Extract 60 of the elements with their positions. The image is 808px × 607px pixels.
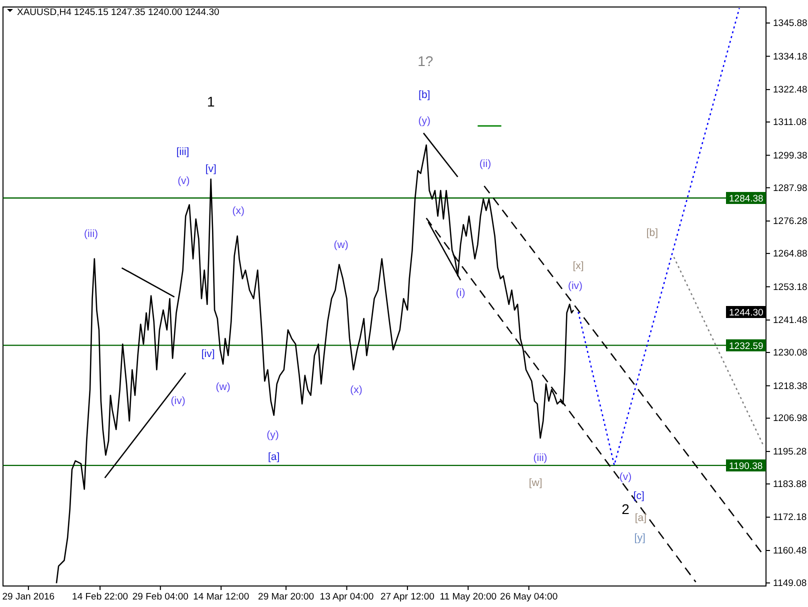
annotation: (iii) <box>84 228 98 240</box>
annotation: 1 <box>206 93 215 110</box>
annotation: (v) <box>178 174 190 187</box>
annotation: (iv) <box>568 280 583 292</box>
y-tick-label: 1345.88 <box>773 18 808 30</box>
chart-title: XAUUSD,H4 1245.15 1247.35 1240.00 1244.30 <box>17 7 220 18</box>
y-tick-label: 1218.38 <box>773 380 808 392</box>
x-tick-label: 29 Feb 04:00 <box>132 592 188 603</box>
annotation: 2 <box>622 501 630 518</box>
annotation: (v) <box>619 470 632 483</box>
y-tick-label: 1172.18 <box>773 512 807 524</box>
x-tick-label: 14 Mar 12:00 <box>193 592 250 603</box>
x-tick-label: 11 May 20:00 <box>440 592 497 603</box>
annotation: [a] <box>268 450 280 463</box>
y-tick-label: 1206.98 <box>773 413 808 424</box>
annotation: (y) <box>266 429 279 442</box>
y-tick-label: 1322.48 <box>773 84 808 96</box>
annotation: [y] <box>634 532 646 544</box>
y-tick-label: 1183.88 <box>773 478 807 490</box>
annotation: (w) <box>216 380 230 393</box>
annotation: [w] <box>528 476 542 489</box>
annotation: (ii) <box>479 158 492 170</box>
annotation: (i) <box>456 286 466 299</box>
y-tick-label: 1253.18 <box>773 282 808 293</box>
x-tick-label: 29 Jan 2016 <box>2 592 55 603</box>
annotation: (iii) <box>533 452 548 464</box>
annotation: (y) <box>418 114 431 127</box>
y-tick-label: 1334.18 <box>773 51 808 62</box>
x-tick-label: 29 Mar 20:00 <box>258 592 314 603</box>
annotation: [iii] <box>176 146 190 158</box>
x-tick-label: 27 Apr 12:00 <box>380 592 434 603</box>
annotation: (w) <box>334 239 348 252</box>
annotation: [b] <box>646 227 658 240</box>
y-tick-label: 1276.28 <box>773 216 808 228</box>
y-tick-label: 1230.08 <box>773 348 808 359</box>
annotation: 1244.30 <box>729 308 764 318</box>
ref-line-label: 1284.38 <box>729 193 764 204</box>
annotation: [x] <box>572 260 584 272</box>
y-tick-label: 1149.08 <box>773 578 807 589</box>
y-tick-label: 1311.08 <box>773 117 807 128</box>
annotation: [iv] <box>201 348 215 360</box>
annotation: (x) <box>232 204 245 217</box>
y-tick-label: 1299.38 <box>773 150 808 162</box>
x-tick-label: 14 Feb 22:00 <box>72 592 128 603</box>
annotation: (x) <box>350 384 362 396</box>
ref-line-label: 1232.59 <box>729 340 764 352</box>
annotation: [c] <box>633 490 645 502</box>
y-tick-label: 1241.48 <box>773 315 808 326</box>
annotation: 1? <box>418 52 434 69</box>
annotation: (iv) <box>170 394 186 407</box>
y-tick-label: 1195.28 <box>773 446 807 458</box>
y-tick-label: 1287.98 <box>773 182 808 194</box>
annotation: [a] <box>634 512 647 524</box>
x-tick-label: 13 Apr 04:00 <box>320 592 374 603</box>
y-tick-label: 1160.48 <box>773 546 807 557</box>
annotation: [b] <box>418 89 430 102</box>
annotation: [v] <box>205 163 216 176</box>
y-tick-label: 1264.88 <box>773 248 808 260</box>
ref-line-label: 1190.38 <box>729 460 763 472</box>
x-tick-label: 26 May 04:00 <box>500 592 558 603</box>
